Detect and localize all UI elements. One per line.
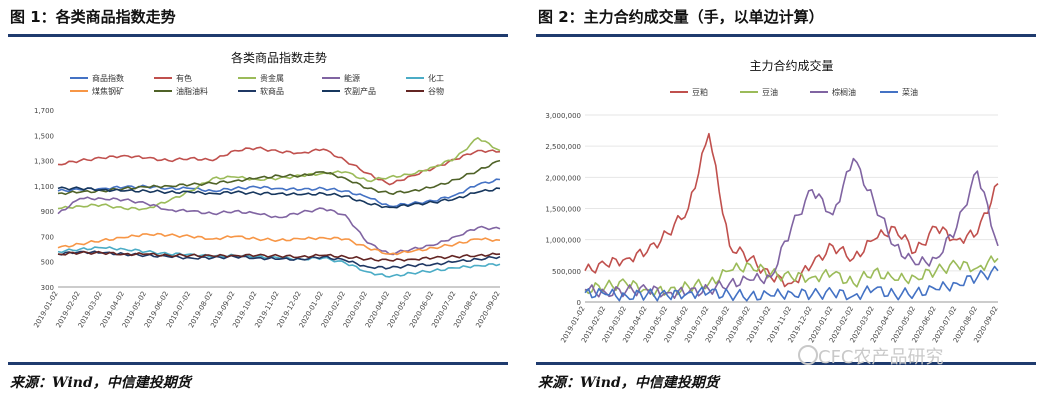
legend-label: 化工 <box>428 73 444 83</box>
y-tick-label: 500,000 <box>552 268 581 276</box>
wechat-icon <box>798 345 818 365</box>
legend-label: 软商品 <box>260 86 284 96</box>
y-tick-label: 2,000,000 <box>545 174 581 182</box>
legend-label: 有色 <box>176 73 192 83</box>
source-rule <box>536 362 1036 365</box>
y-tick-label: 1,500,000 <box>545 206 581 214</box>
y-tick-label: 1,700 <box>34 107 54 115</box>
y-tick-label: 1,000,000 <box>545 237 581 245</box>
series-line-谷物 <box>57 250 501 262</box>
series-line-菜油 <box>584 265 999 302</box>
series-line-油脂油料 <box>57 159 501 196</box>
left-figure-panel: 图 1：各类商品指数走势 各类商品指数走势商品指数 有色 贵金属 能源 化工煤焦钢矿 油脂… <box>0 0 515 405</box>
legend-label: 商品指数 <box>92 73 124 83</box>
chart-title: 主力合约成交量 <box>749 58 833 73</box>
legend-label: 油脂油料 <box>176 86 208 96</box>
title-rule <box>8 34 508 37</box>
legend-label: 煤焦钢矿 <box>92 86 124 96</box>
x-tick-label: 2020-09-02 <box>474 290 501 329</box>
y-tick-label: 1,300 <box>34 158 54 166</box>
legend-label: 谷物 <box>428 86 444 96</box>
figure-1-source: 来源：Wind，中信建投期货 <box>10 375 191 391</box>
legend-label: 菜油 <box>902 87 918 97</box>
y-tick-label: 300 <box>41 284 54 292</box>
y-tick-label: 1,100 <box>34 183 54 191</box>
series-line-能源 <box>57 196 501 256</box>
figure-1-title: 图 1：各类商品指数走势 <box>10 8 176 26</box>
series-line-农副产品 <box>57 186 501 209</box>
y-tick-label: 0 <box>577 299 581 307</box>
y-tick-label: 700 <box>41 233 54 241</box>
y-tick-label: 3,000,000 <box>545 112 581 120</box>
watermark: CFC农产品研究 <box>818 347 944 368</box>
figure-2-source: 来源：Wind，中信建投期货 <box>538 375 719 391</box>
series-line-化工 <box>57 246 501 278</box>
y-tick-label: 1,500 <box>34 132 54 140</box>
legend-label: 棕榈油 <box>832 87 856 97</box>
legend-label: 豆粕 <box>692 87 708 97</box>
right-figure-panel: 图 2：主力合约成交量（手，以单边计算） 主力合约成交量豆粕 豆油 棕榈油 菜油 0 50… <box>528 0 1051 405</box>
legend-label: 豆油 <box>762 87 778 97</box>
source-rule <box>8 362 508 365</box>
series-line-煤焦钢矿 <box>57 232 501 256</box>
chart-title: 各类商品指数走势 <box>231 50 327 65</box>
title-rule <box>536 34 1036 37</box>
legend-label: 贵金属 <box>260 73 284 83</box>
series-line-豆粕 <box>584 132 999 288</box>
series-line-棕榈油 <box>584 157 999 299</box>
figure-2-title: 图 2：主力合约成交量（手，以单边计算） <box>538 8 824 26</box>
series-line-贵金属 <box>57 137 501 211</box>
y-tick-label: 900 <box>41 208 54 216</box>
legend-label: 农副产品 <box>344 86 376 96</box>
series-line-商品指数 <box>57 178 501 208</box>
legend-label: 能源 <box>344 73 360 83</box>
y-tick-label: 500 <box>41 259 54 267</box>
y-tick-label: 2,500,000 <box>545 143 581 151</box>
